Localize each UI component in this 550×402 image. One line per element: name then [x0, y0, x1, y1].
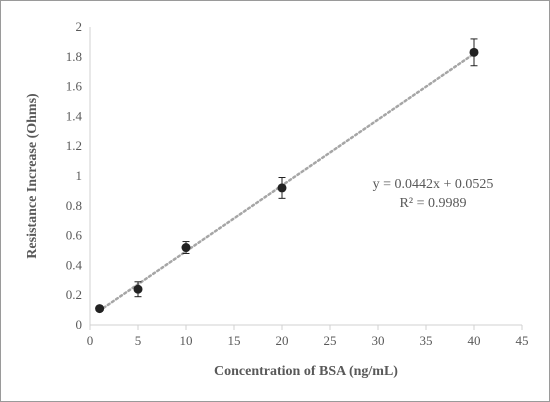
x-tick-label: 5 [135, 333, 142, 348]
y-tick-label: 0 [76, 317, 83, 332]
y-tick-label: 2 [76, 19, 83, 34]
x-tick-label: 15 [228, 333, 241, 348]
x-axis-title: Concentration of BSA (ng/mL) [214, 364, 398, 379]
data-point [277, 183, 287, 193]
x-tick-marks [89, 325, 523, 330]
error-bars [96, 38, 478, 311]
data-point [95, 304, 105, 314]
x-axis: 0 5 10 15 20 25 30 35 40 45 [87, 324, 529, 348]
x-tick-label: 20 [276, 333, 289, 348]
x-tick-label: 45 [516, 333, 529, 348]
x-tick-labels: 0 5 10 15 20 25 30 35 40 45 [87, 333, 529, 348]
x-tick-label: 0 [87, 333, 94, 348]
y-tick-label: 0.4 [66, 257, 83, 272]
y-tick-label: 0.6 [66, 228, 83, 243]
x-tick-label: 25 [324, 333, 337, 348]
y-tick-label: 1.4 [66, 108, 83, 123]
y-tick-label: 0.8 [66, 198, 82, 213]
data-point [133, 284, 143, 294]
y-tick-label: 1.2 [66, 138, 82, 153]
y-axis-title: Resistance Increase (Ohms) [25, 93, 40, 259]
y-tick-label: 1 [76, 168, 83, 183]
trendline-equation: y = 0.0442x + 0.0525 [373, 177, 494, 192]
trendline [98, 52, 476, 312]
x-tick-label: 40 [468, 333, 481, 348]
x-tick-label: 35 [420, 333, 433, 348]
data-points [95, 47, 479, 314]
x-tick-label: 10 [180, 333, 193, 348]
r-squared-label: R² = 0.9989 [400, 196, 467, 211]
x-tick-label: 30 [372, 333, 385, 348]
y-axis: 0 0.2 0.4 0.6 0.8 1 1.2 1.4 1.6 1.8 2 [66, 19, 91, 332]
y-tick-label: 1.8 [66, 49, 82, 64]
y-tick-label: 0.2 [66, 287, 82, 302]
y-tick-labels: 0 0.2 0.4 0.6 0.8 1 1.2 1.4 1.6 1.8 2 [66, 19, 83, 332]
data-point [469, 47, 479, 57]
y-tick-label: 1.6 [66, 79, 83, 94]
data-point [181, 243, 191, 253]
